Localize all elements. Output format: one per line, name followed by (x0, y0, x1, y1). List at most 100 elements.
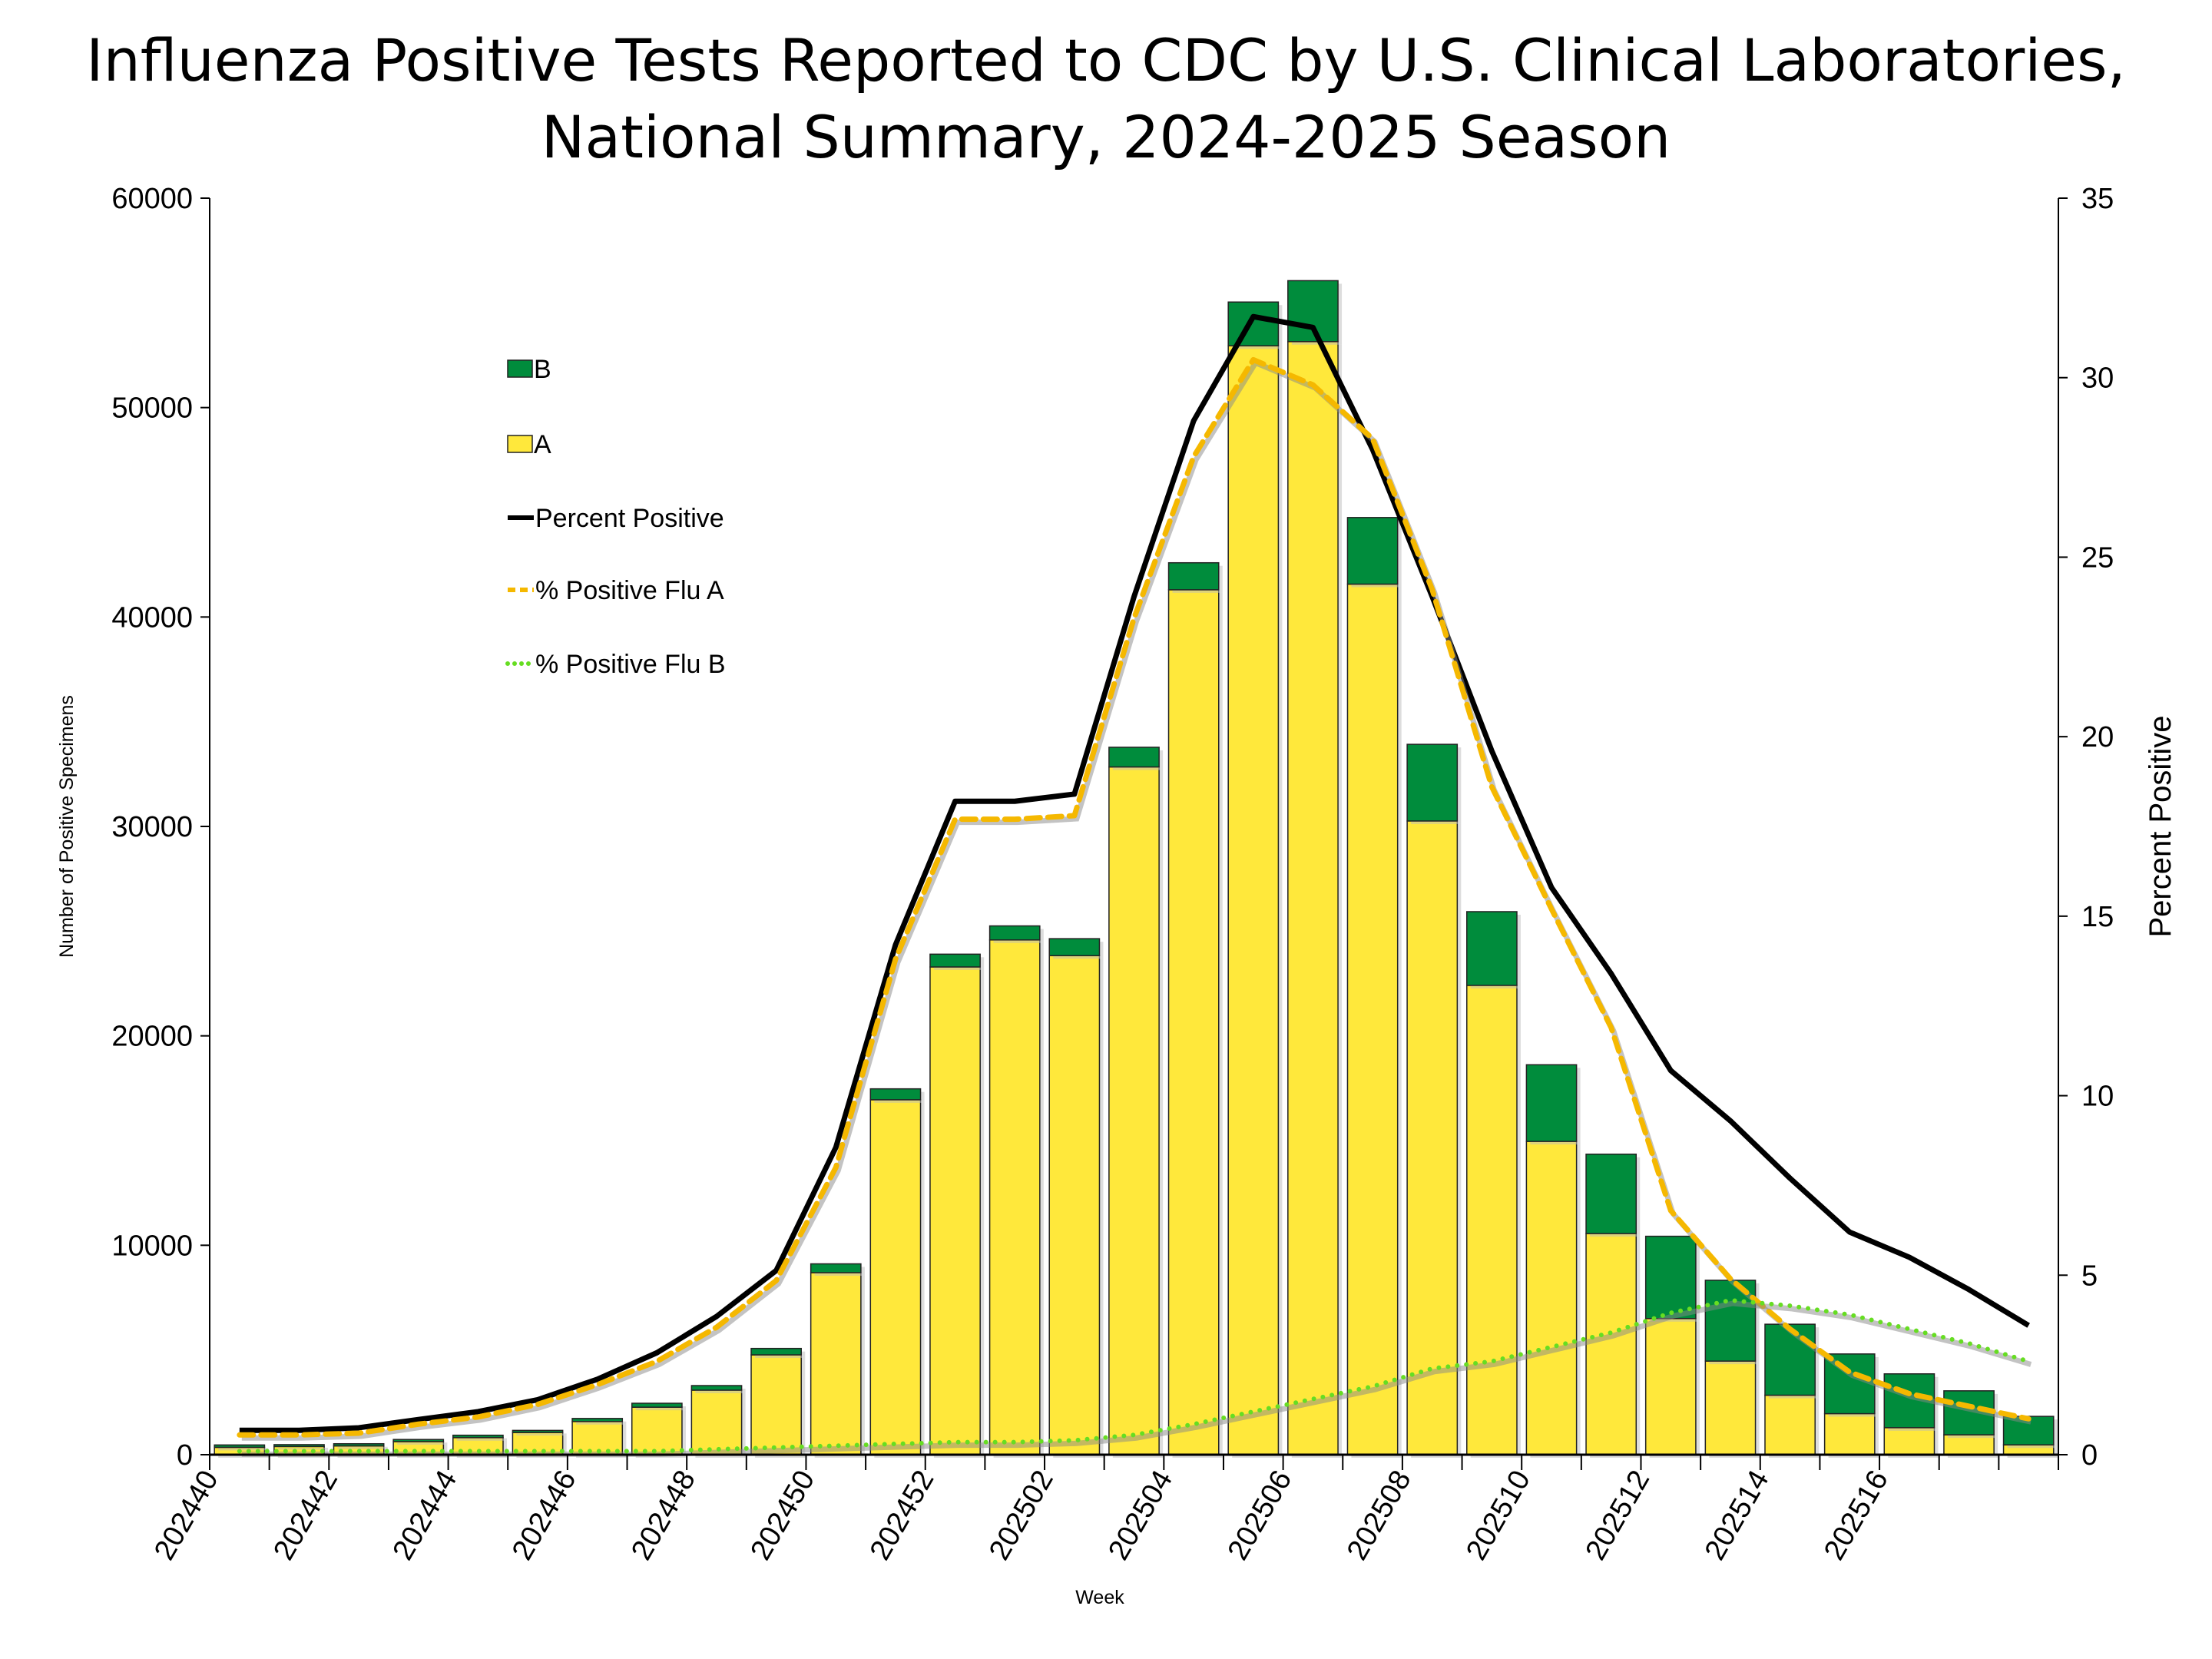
x-tick-label: 202448 (625, 1465, 702, 1566)
x-tick-label: 202504 (1102, 1465, 1179, 1566)
bar-a-202448 (690, 1389, 743, 1455)
legend-label-line-1: % Positive Flu A (535, 576, 724, 605)
bar-a-202447 (631, 1406, 683, 1455)
y2-tick-label: 10 (2081, 1081, 2114, 1113)
bar-shadow (277, 1447, 329, 1450)
bar-b-202514 (1764, 1323, 1816, 1396)
bar-shadow (695, 1389, 746, 1393)
y2-tick-label: 35 (2081, 183, 2114, 215)
bar-b-202442 (333, 1442, 385, 1447)
bar-a-202517 (1943, 1434, 1995, 1455)
bar-b-202446 (571, 1418, 624, 1422)
bar-a-202515 (1823, 1412, 1876, 1455)
x-tick-label: 202450 (744, 1465, 821, 1566)
y2-tick-label: 5 (2081, 1260, 2098, 1292)
bar-b-202507 (1346, 517, 1399, 585)
y2-tick-label: 15 (2081, 901, 2114, 933)
x-tick-label: 202516 (1818, 1465, 1895, 1566)
y-tick-label: 50000 (111, 392, 193, 425)
bar-shadow (576, 1421, 627, 1425)
y2-tick-label: 20 (2081, 721, 2114, 753)
x-tick-label: 202510 (1460, 1465, 1537, 1566)
legend-label-line-0: Percent Positive (535, 504, 724, 533)
bar-a-202503 (1108, 766, 1160, 1455)
bar-b-202450 (810, 1263, 862, 1273)
bars-group (214, 280, 2058, 1459)
bar-b-202510 (1525, 1064, 1578, 1142)
bar-b-202444 (452, 1434, 504, 1439)
x-axis-label: Week (1075, 1587, 1124, 1608)
bar-a-202510 (1525, 1141, 1578, 1455)
y2-tick-label: 0 (2081, 1439, 2098, 1472)
legend-swatch-a (507, 435, 533, 453)
bar-a-202511 (1585, 1233, 1637, 1455)
bar-a-202514 (1764, 1394, 1816, 1455)
bar-a-202445 (512, 1432, 564, 1455)
x-tick-label: 202512 (1579, 1465, 1656, 1566)
bar-b-202504 (1167, 561, 1220, 591)
legend-label-line-2: % Positive Flu B (535, 650, 726, 679)
legend-label-a: A (534, 430, 551, 459)
y-tick-label: 20000 (111, 1021, 193, 1053)
bar-b-202509 (1466, 911, 1518, 986)
bar-a-202504 (1167, 589, 1220, 1455)
chart-title-line-1: Influenza Positive Tests Reported to CDC… (86, 26, 2126, 94)
bar-b-202508 (1406, 743, 1459, 822)
bar-b-202449 (750, 1347, 802, 1356)
legend: B A Percent Positive % Positive Flu A % Posi… (505, 355, 726, 679)
bar-shadow (516, 1433, 567, 1436)
x-tick-label: 202508 (1341, 1465, 1418, 1566)
bar-a-202501 (988, 939, 1041, 1455)
bar-b-202445 (512, 1429, 564, 1433)
x-tick-label: 202444 (387, 1465, 464, 1566)
bar-shadow (456, 1438, 508, 1441)
bar-a-202506 (1287, 341, 1339, 1455)
x-tick-label: 202442 (267, 1465, 344, 1566)
bar-a-202512 (1644, 1318, 1697, 1455)
y-tick-label: 30000 (111, 811, 193, 843)
bar-a-202502 (1048, 955, 1101, 1455)
x-tick-label: 202502 (983, 1465, 1060, 1566)
bar-b-202447 (631, 1402, 683, 1408)
bar-b-202501 (988, 925, 1041, 941)
bar-a-202452 (929, 966, 981, 1455)
bar-a-202451 (869, 1099, 922, 1455)
bar-b-202503 (1108, 747, 1160, 768)
line-shadow-flu-a (241, 359, 2032, 1441)
bar-a-202513 (1704, 1360, 1757, 1455)
y-tick-label: 60000 (111, 183, 193, 215)
legend-swatch-b (507, 359, 533, 378)
x-tick-label: 202514 (1699, 1465, 1776, 1566)
bar-a-202507 (1346, 583, 1399, 1455)
y-axis-label: Number of Positive Specimens (56, 695, 78, 958)
chart-title-line-2: National Summary, 2024-2025 Season (541, 103, 1671, 171)
bar-b-202440 (214, 1444, 266, 1449)
y-tick-label: 10000 (111, 1230, 193, 1262)
bar-a-202516 (1883, 1427, 1936, 1455)
bar-b-202448 (690, 1385, 743, 1391)
bar-b-202441 (273, 1444, 325, 1448)
y2-tick-label: 30 (2081, 363, 2114, 395)
x-tick-label: 202446 (506, 1465, 583, 1566)
bar-b-202443 (392, 1439, 445, 1442)
bar-shadow (397, 1442, 448, 1445)
bar-b-202511 (1585, 1153, 1637, 1234)
bar-a-202450 (810, 1272, 862, 1455)
x-tick-label: 202440 (148, 1465, 225, 1566)
x-tick-label: 202452 (864, 1465, 941, 1566)
bar-a-202509 (1466, 985, 1518, 1455)
bar-a-202505 (1227, 345, 1280, 1455)
bar-a-202449 (750, 1354, 802, 1455)
y2-axis-label: Percent Positive (2144, 715, 2177, 937)
bar-shadow (218, 1448, 269, 1451)
y2-tick-label: 25 (2081, 541, 2114, 574)
legend-label-b: B (534, 355, 551, 384)
y-tick-label: 0 (177, 1439, 193, 1472)
x-tick-label: 202506 (1222, 1465, 1299, 1566)
bar-b-202512 (1644, 1235, 1697, 1320)
bar-a-202508 (1406, 820, 1459, 1455)
bar-b-202451 (869, 1088, 922, 1101)
bar-b-202452 (929, 953, 981, 968)
bar-shadow (337, 1446, 388, 1449)
